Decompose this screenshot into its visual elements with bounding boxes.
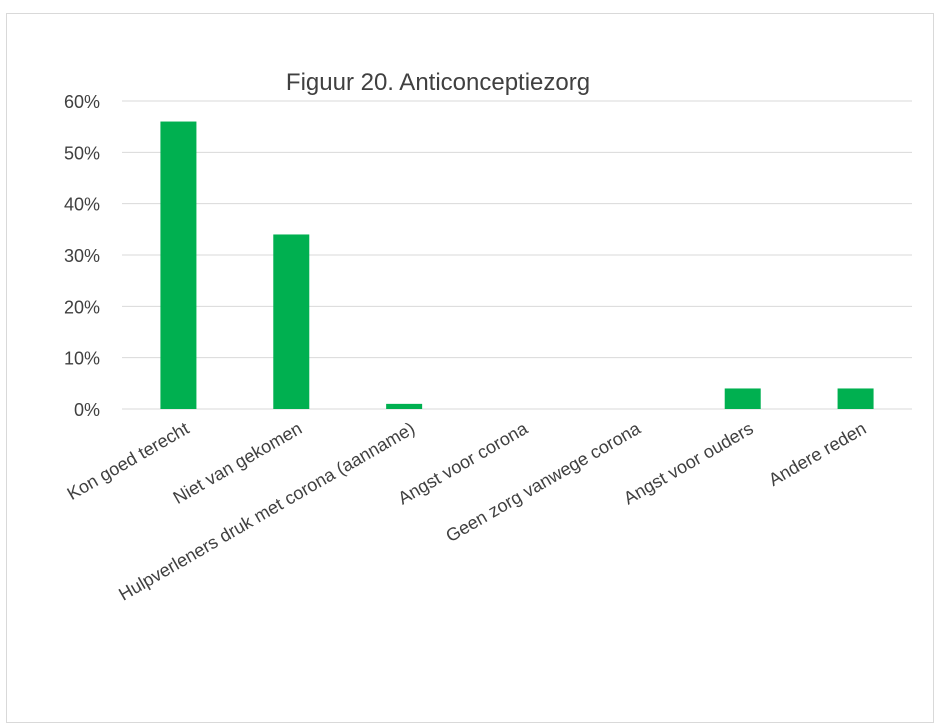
y-tick-label: 40%: [64, 195, 100, 215]
y-axis-ticks: 0% 10% 20% 30% 40% 50% 60%: [64, 92, 100, 420]
bar: [273, 234, 310, 409]
y-tick-label: 30%: [64, 246, 100, 266]
bar: [837, 388, 874, 409]
gridlines: [122, 100, 912, 410]
y-tick-label: 50%: [64, 143, 100, 163]
x-category-label: Andere reden: [765, 418, 869, 490]
bar: [386, 403, 423, 409]
x-category-label: Geen zorg vanwege corona: [442, 418, 644, 546]
bar: [724, 388, 761, 409]
y-tick-label: 0%: [74, 400, 100, 420]
y-tick-label: 10%: [64, 349, 100, 369]
bar: [160, 121, 197, 410]
y-tick-label: 60%: [64, 92, 100, 112]
y-tick-label: 20%: [64, 297, 100, 317]
chart-title: Figuur 20. Anticonceptiezorg: [286, 69, 590, 96]
bars: [160, 121, 874, 410]
